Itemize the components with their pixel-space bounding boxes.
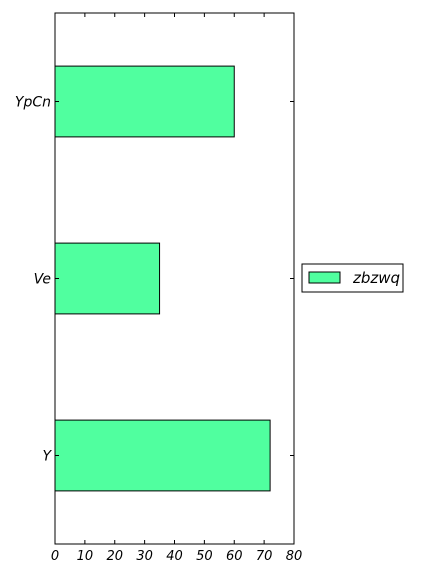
x-axis: 0 10 20 30 40 50 60 70 80 — [51, 13, 302, 564]
legend-label: zbzwq — [352, 269, 400, 287]
x-tick-label: 10 — [77, 549, 94, 564]
legend: zbzwq — [301, 263, 404, 293]
y-tick-label: Ve — [34, 272, 51, 288]
x-tick-label: 50 — [196, 549, 213, 564]
bars-group — [54, 65, 271, 492]
y-tick-label: Y — [42, 449, 52, 465]
x-tick-label: 30 — [136, 549, 153, 564]
y-axis: YpCn Ve Y — [15, 95, 294, 465]
bar-YpCn — [54, 65, 235, 138]
y-tick-label: YpCn — [15, 95, 51, 111]
x-tick-label: 70 — [256, 549, 273, 564]
x-tick-label: 40 — [166, 549, 183, 564]
x-tick-label: 20 — [106, 549, 123, 564]
bar-Y — [54, 419, 271, 492]
legend-swatch — [308, 271, 341, 284]
x-tick-label: 80 — [286, 549, 303, 564]
bar-Ve — [54, 242, 161, 315]
x-tick-label: 0 — [51, 549, 59, 564]
x-tick-label: 60 — [226, 549, 243, 564]
